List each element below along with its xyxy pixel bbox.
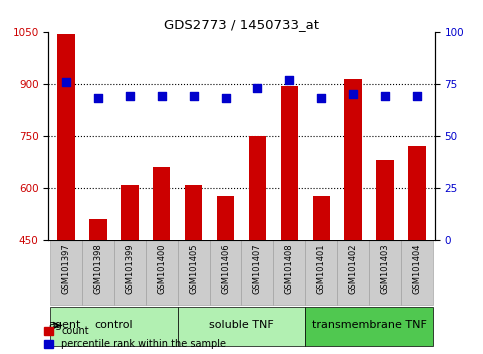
- Bar: [89, 219, 107, 240]
- Point: [94, 96, 101, 101]
- Bar: [178, 240, 210, 305]
- Point: [285, 77, 293, 82]
- Text: GSM101402: GSM101402: [349, 243, 358, 294]
- Bar: [281, 86, 298, 240]
- Text: GSM101401: GSM101401: [317, 243, 326, 294]
- Text: GSM101403: GSM101403: [381, 243, 390, 294]
- Bar: [153, 167, 170, 240]
- Text: GSM101408: GSM101408: [285, 243, 294, 294]
- Bar: [50, 240, 82, 305]
- Bar: [178, 307, 305, 346]
- Bar: [50, 307, 178, 346]
- Bar: [242, 240, 273, 305]
- Point: [413, 93, 421, 99]
- Text: GSM101404: GSM101404: [412, 243, 422, 294]
- Bar: [121, 185, 139, 240]
- Text: control: control: [95, 320, 133, 330]
- Point: [349, 91, 357, 97]
- Bar: [369, 240, 401, 305]
- Bar: [401, 240, 433, 305]
- Point: [190, 93, 198, 99]
- Bar: [57, 34, 75, 240]
- Bar: [210, 240, 242, 305]
- Text: GSM101405: GSM101405: [189, 243, 198, 294]
- Text: soluble TNF: soluble TNF: [209, 320, 274, 330]
- Point: [382, 93, 389, 99]
- Bar: [305, 307, 433, 346]
- Title: GDS2773 / 1450733_at: GDS2773 / 1450733_at: [164, 18, 319, 31]
- Point: [317, 96, 325, 101]
- Text: transmembrane TNF: transmembrane TNF: [312, 320, 426, 330]
- Bar: [185, 185, 202, 240]
- Bar: [146, 240, 178, 305]
- Text: GSM101397: GSM101397: [61, 243, 71, 294]
- Bar: [249, 136, 266, 240]
- Text: GSM101398: GSM101398: [93, 243, 102, 294]
- Bar: [114, 240, 146, 305]
- Point: [222, 96, 229, 101]
- Legend: count, percentile rank within the sample: count, percentile rank within the sample: [43, 326, 226, 349]
- Bar: [313, 195, 330, 240]
- Text: GSM101407: GSM101407: [253, 243, 262, 294]
- Point: [126, 93, 134, 99]
- Bar: [344, 79, 362, 240]
- Text: GSM101406: GSM101406: [221, 243, 230, 294]
- Point: [62, 79, 70, 85]
- Point: [254, 85, 261, 91]
- Text: GSM101399: GSM101399: [125, 243, 134, 294]
- Bar: [408, 146, 426, 240]
- Text: agent: agent: [49, 320, 81, 330]
- Point: [158, 93, 166, 99]
- Bar: [82, 240, 114, 305]
- Text: GSM101400: GSM101400: [157, 243, 166, 294]
- Bar: [337, 240, 369, 305]
- Bar: [305, 240, 337, 305]
- Bar: [217, 195, 234, 240]
- Bar: [376, 160, 394, 240]
- Bar: [273, 240, 305, 305]
